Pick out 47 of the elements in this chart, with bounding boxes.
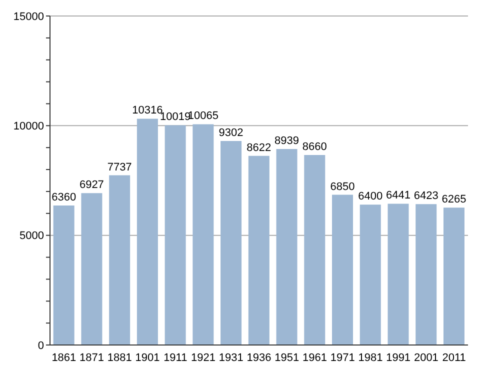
bar	[388, 204, 409, 345]
bar	[53, 206, 74, 345]
x-tick-label: 1981	[358, 352, 383, 364]
data-label: 8939	[274, 134, 300, 147]
x-tick-label: 1951	[274, 352, 300, 364]
x-tick-label: 1881	[107, 352, 132, 364]
y-tick-label: 10000	[13, 120, 44, 133]
bar	[192, 124, 214, 345]
bar	[248, 156, 270, 345]
data-label: 6423	[414, 190, 438, 202]
bar	[416, 204, 437, 345]
bar	[360, 204, 381, 345]
bar	[164, 125, 186, 345]
x-tick-label: 2001	[414, 352, 438, 364]
y-tick-label: 5000	[20, 230, 44, 242]
data-label: 8660	[302, 141, 327, 154]
data-label: 7737	[107, 161, 132, 174]
bar	[220, 140, 242, 345]
x-tick-label: 1961	[302, 352, 327, 364]
data-label: 6441	[386, 190, 410, 202]
x-tick-label: 1911	[164, 352, 188, 364]
x-tick-label: 1861	[52, 352, 76, 364]
data-label: 6400	[358, 190, 383, 203]
x-tick-label: 1971	[330, 352, 355, 364]
data-label: 8622	[246, 142, 272, 154]
bar	[136, 118, 158, 345]
data-label: 6265	[442, 194, 466, 206]
x-tick-label: 1921	[191, 352, 216, 364]
bar	[304, 155, 326, 345]
x-tick-label: 1931	[218, 352, 244, 364]
x-tick-label: 1936	[246, 352, 272, 364]
data-label: 6927	[79, 179, 104, 192]
bar	[109, 175, 130, 345]
bar	[443, 208, 464, 345]
data-label: 6850	[330, 180, 355, 193]
x-tick-label: 1871	[80, 352, 104, 364]
data-label: 6360	[52, 192, 76, 204]
bar	[81, 193, 102, 345]
x-tick-label: 1901	[135, 352, 160, 364]
bar	[276, 148, 298, 345]
y-tick-label: 0	[38, 340, 44, 352]
data-label: 10316	[132, 104, 163, 117]
y-tick-label: 15000	[13, 10, 44, 23]
data-label: 9302	[218, 126, 244, 139]
x-tick-label: 1991	[386, 352, 411, 364]
x-tick-label: 2011	[442, 352, 466, 364]
bar	[332, 194, 354, 345]
